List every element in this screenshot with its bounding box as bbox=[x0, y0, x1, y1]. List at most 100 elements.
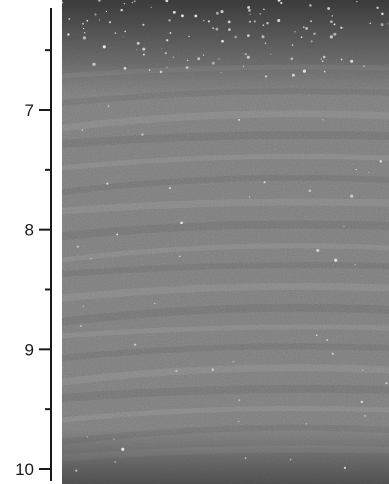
speck bbox=[363, 65, 365, 67]
speck bbox=[326, 339, 329, 341]
speck bbox=[261, 35, 265, 39]
speck bbox=[90, 257, 92, 260]
speck bbox=[343, 466, 347, 470]
speck bbox=[340, 26, 343, 30]
speck bbox=[86, 436, 88, 438]
speck bbox=[102, 45, 106, 49]
speck bbox=[82, 22, 84, 25]
speck bbox=[246, 34, 250, 38]
speck bbox=[248, 9, 251, 12]
speck bbox=[218, 58, 220, 60]
speck bbox=[82, 305, 85, 308]
speck bbox=[227, 20, 231, 24]
tick-label: 9 bbox=[25, 340, 34, 359]
speck bbox=[329, 35, 333, 39]
speck bbox=[142, 53, 145, 56]
speck bbox=[277, 19, 281, 22]
speck bbox=[150, 6, 152, 8]
speck bbox=[305, 26, 309, 30]
speck bbox=[62, 1, 64, 4]
speck bbox=[169, 32, 172, 34]
speck bbox=[310, 20, 313, 23]
speck bbox=[289, 458, 292, 461]
speck bbox=[172, 10, 176, 14]
speck bbox=[334, 258, 338, 262]
speck bbox=[207, 20, 210, 23]
minor-ticks bbox=[45, 49, 51, 411]
speck bbox=[263, 181, 266, 184]
speck bbox=[277, 0, 281, 2]
speck bbox=[168, 19, 171, 22]
speck bbox=[302, 69, 306, 73]
speck bbox=[161, 48, 163, 50]
speck bbox=[238, 420, 240, 422]
speck bbox=[141, 133, 144, 136]
speck bbox=[333, 32, 337, 36]
speck bbox=[333, 23, 336, 26]
speck bbox=[98, 19, 101, 21]
speck bbox=[310, 40, 313, 43]
speck bbox=[86, 19, 89, 22]
speck bbox=[124, 30, 126, 33]
speck bbox=[166, 39, 169, 42]
speck bbox=[291, 44, 294, 46]
speck bbox=[154, 302, 156, 304]
speck bbox=[202, 54, 205, 56]
speck bbox=[159, 70, 163, 74]
speck bbox=[381, 12, 384, 16]
speck bbox=[133, 343, 137, 346]
speck bbox=[253, 20, 256, 23]
speck bbox=[300, 36, 303, 39]
tick-labels: 7 8 9 10 bbox=[15, 101, 34, 479]
speck bbox=[270, 53, 272, 55]
speck bbox=[123, 36, 125, 38]
speck bbox=[387, 23, 389, 25]
speck bbox=[82, 27, 85, 30]
speck bbox=[313, 32, 316, 35]
speck bbox=[247, 6, 250, 9]
speck bbox=[75, 469, 78, 472]
speck bbox=[67, 33, 70, 36]
speck bbox=[220, 10, 224, 14]
speck bbox=[320, 58, 322, 60]
speck bbox=[221, 39, 224, 43]
speck bbox=[308, 189, 312, 193]
speck bbox=[188, 35, 190, 38]
speck bbox=[232, 360, 235, 363]
speck bbox=[220, 72, 222, 74]
speck bbox=[376, 6, 379, 9]
speck bbox=[142, 47, 146, 51]
speck bbox=[166, 66, 168, 69]
speck bbox=[266, 22, 269, 25]
speck bbox=[215, 11, 219, 15]
speck bbox=[76, 245, 79, 248]
speck bbox=[263, 8, 265, 11]
speck bbox=[133, 0, 136, 3]
speck bbox=[180, 14, 184, 18]
speck bbox=[242, 65, 245, 68]
speck bbox=[385, 382, 388, 385]
speck bbox=[116, 233, 119, 236]
speck bbox=[323, 70, 326, 73]
speck bbox=[360, 400, 363, 404]
speck bbox=[340, 58, 343, 61]
bright-speckles bbox=[62, 0, 389, 472]
speck bbox=[179, 255, 181, 258]
speck bbox=[280, 1, 283, 5]
speck bbox=[244, 52, 247, 56]
speck bbox=[350, 59, 354, 63]
speck bbox=[356, 0, 358, 3]
speck bbox=[331, 15, 334, 17]
speck bbox=[379, 159, 383, 163]
speck bbox=[234, 35, 237, 39]
speck bbox=[194, 14, 198, 18]
speck bbox=[68, 17, 71, 20]
speck bbox=[294, 30, 296, 33]
speck bbox=[237, 118, 240, 121]
speck bbox=[186, 59, 189, 62]
speck bbox=[248, 196, 251, 198]
speck bbox=[79, 324, 83, 327]
speck bbox=[172, 56, 175, 59]
speck bbox=[197, 57, 201, 61]
